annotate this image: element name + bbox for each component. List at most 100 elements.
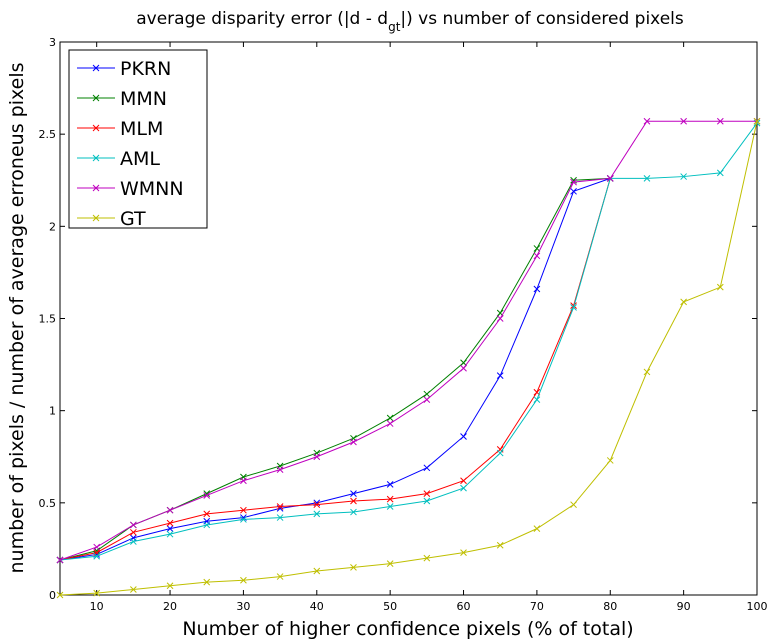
legend-label: AML — [120, 148, 160, 170]
data-point — [460, 364, 467, 372]
data-point — [203, 490, 211, 497]
data-point — [166, 519, 174, 527]
data-point — [460, 477, 467, 485]
data-point — [423, 390, 431, 398]
data-point — [313, 567, 321, 575]
data-point — [496, 449, 504, 457]
legend-label: MMN — [120, 88, 167, 110]
series-wmnn — [56, 117, 761, 564]
data-point — [423, 497, 431, 505]
data-point — [130, 586, 137, 593]
data-point — [496, 315, 504, 322]
data-point — [350, 563, 357, 571]
data-point — [716, 169, 724, 177]
data-point — [276, 514, 284, 521]
data-point — [56, 591, 64, 599]
legend-item-gt: GT — [77, 208, 146, 230]
data-point — [423, 464, 431, 472]
legend-marker — [92, 64, 100, 72]
y-tick-label: 0 — [49, 589, 56, 602]
data-point — [753, 117, 761, 125]
data-point — [203, 492, 211, 499]
data-point — [606, 457, 614, 464]
data-point — [496, 372, 504, 379]
data-point — [423, 396, 431, 403]
data-point — [386, 481, 394, 488]
data-point — [533, 252, 541, 260]
x-tick-label: 100 — [747, 600, 768, 613]
data-point — [313, 453, 321, 461]
data-point — [533, 285, 541, 293]
x-tick-label: 20 — [163, 600, 177, 613]
x-tick-label: 30 — [236, 600, 250, 613]
series-gt — [56, 117, 761, 599]
data-point — [680, 298, 687, 306]
data-point — [716, 283, 724, 291]
chart-title: average disparity error (|d - dgt|) vs n… — [136, 9, 684, 34]
series-line-wmnn — [59, 120, 757, 561]
x-axis-label: Number of higher confidence pixels (% of… — [182, 618, 633, 640]
data-point — [313, 510, 321, 518]
data-point — [460, 549, 467, 556]
legend: PKRN MMN MLM AML WMNN GT — [68, 49, 208, 230]
x-tick-label: 70 — [530, 600, 544, 613]
data-point — [386, 560, 394, 568]
axis-ticks: 10 20 30 40 50 60 70 80 90 100 0 0.5 1 1.5 2 2.5 3 — [39, 36, 768, 613]
y-tick-label: 1.5 — [39, 313, 57, 326]
data-point — [496, 541, 504, 549]
y-tick-label: 1 — [49, 405, 56, 418]
data-point — [570, 187, 577, 195]
data-point — [240, 506, 247, 514]
x-tick-label: 40 — [310, 600, 324, 613]
data-point — [93, 543, 101, 551]
data-point — [680, 173, 687, 180]
data-point — [460, 433, 467, 440]
y-tick-label: 2 — [49, 220, 56, 233]
data-point — [240, 477, 247, 485]
data-point — [203, 578, 211, 586]
series-line-mlm — [59, 178, 611, 561]
data-point — [460, 484, 467, 492]
data-point — [93, 589, 101, 597]
data-point — [606, 175, 614, 182]
data-point — [643, 117, 651, 125]
data-point — [386, 495, 394, 503]
data-point — [130, 538, 137, 545]
series-layer — [56, 117, 761, 599]
data-point — [643, 175, 651, 182]
legend-marker — [92, 124, 100, 132]
x-tick-label: 60 — [457, 600, 471, 613]
legend-marker — [92, 154, 100, 162]
data-point — [533, 245, 541, 252]
data-point — [276, 573, 284, 580]
legend-item-mmn: MMN — [77, 88, 167, 110]
legend-item-wmnn: WMNN — [77, 178, 184, 200]
x-tick-label: 50 — [383, 600, 397, 613]
data-point — [166, 525, 174, 532]
data-point — [350, 508, 357, 516]
data-point — [570, 302, 577, 309]
legend-label: WMNN — [120, 178, 184, 200]
y-tick-label: 3 — [49, 36, 56, 49]
data-point — [203, 521, 211, 529]
data-point — [166, 530, 174, 538]
data-point — [423, 490, 431, 497]
legend-label: GT — [120, 208, 146, 230]
legend-marker — [92, 184, 100, 192]
data-point — [240, 516, 247, 523]
data-point — [570, 178, 577, 186]
data-point — [350, 490, 357, 497]
data-point — [570, 501, 577, 509]
data-point — [533, 525, 541, 532]
data-point — [350, 497, 357, 505]
data-point — [533, 396, 541, 403]
data-point — [716, 117, 724, 125]
data-point — [166, 582, 174, 590]
data-point — [350, 438, 357, 446]
data-point — [130, 528, 137, 536]
data-point — [423, 554, 431, 562]
data-point — [386, 503, 394, 510]
legend-label: PKRN — [120, 58, 171, 80]
data-point — [386, 414, 394, 422]
legend-item-pkrn: PKRN — [77, 58, 171, 80]
